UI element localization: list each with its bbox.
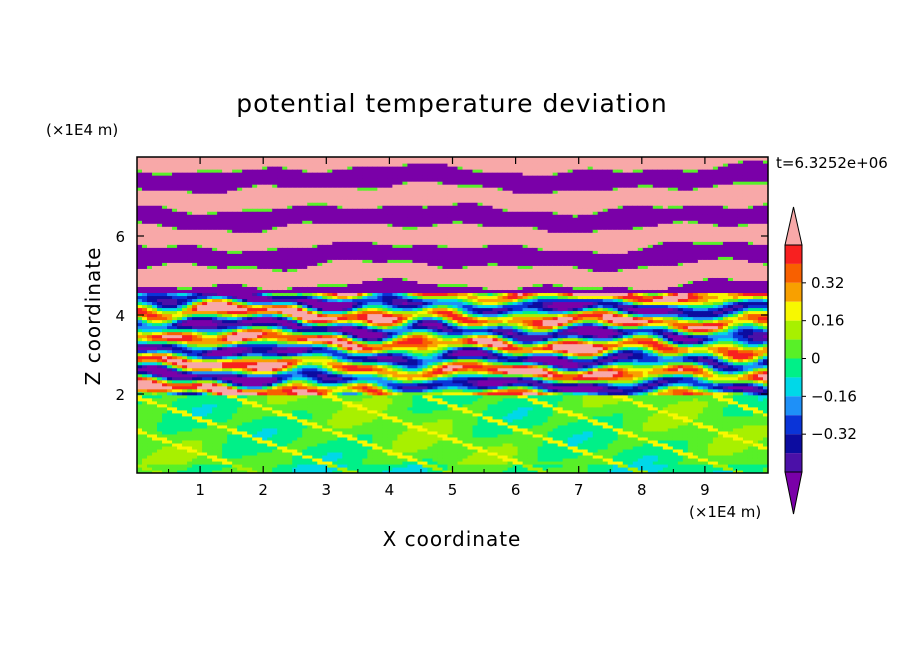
x-tick-label: 6 (511, 481, 521, 499)
colorbar-extend-high (784, 206, 803, 246)
colorbar-swatch (785, 358, 802, 378)
x-tick-label: 5 (448, 481, 458, 499)
x-axis-title: X coordinate (383, 527, 522, 551)
y-tick-label: 2 (115, 386, 125, 404)
x-unit-label: (×1E4 m) (689, 503, 761, 521)
y-tick-label: 4 (115, 307, 125, 325)
colorbar-tick-label: 0 (811, 350, 821, 368)
colorbar-tick-label: −0.32 (811, 425, 857, 443)
x-tick-label: 9 (700, 481, 710, 499)
colorbar-swatch (785, 396, 802, 416)
colorbar-swatch (785, 434, 802, 454)
x-tick-label: 2 (258, 481, 268, 499)
y-axis: 2 4 6 (115, 228, 768, 404)
x-tick-label: 7 (574, 481, 584, 499)
colorbar: 0.32 0.16 0 −0.16 −0.32 (784, 206, 857, 515)
colorbar-swatch (785, 301, 802, 321)
colorbar-tick-label: 0.16 (811, 312, 844, 330)
time-label: t=6.3252e+06 (776, 154, 888, 172)
colorbar-tick-label: −0.16 (811, 387, 857, 405)
colorbar-extend-low (784, 471, 803, 515)
x-tick-label: 4 (385, 481, 395, 499)
y-tick-label: 6 (115, 228, 125, 246)
colorbar-tick-label: 0.32 (811, 274, 844, 292)
chart-title: potential temperature deviation (236, 89, 667, 118)
colorbar-swatch (785, 263, 802, 283)
y-unit-label: (×1E4 m) (46, 121, 118, 139)
colorbar-swatch (785, 282, 802, 302)
colorbar-swatch (785, 377, 802, 397)
colorbar-swatch (785, 245, 802, 264)
colorbar-swatch (785, 415, 802, 435)
colorbar-swatch (785, 320, 802, 340)
contour-field (137, 157, 768, 473)
x-axis: 1 2 3 4 5 6 7 8 9 (168, 157, 737, 499)
colorbar-swatch (785, 453, 802, 472)
x-tick-label: 8 (637, 481, 647, 499)
colorbar-swatch (785, 339, 802, 359)
x-tick-label: 1 (195, 481, 205, 499)
y-axis-title: Z coordinate (81, 247, 105, 386)
x-tick-label: 3 (322, 481, 332, 499)
